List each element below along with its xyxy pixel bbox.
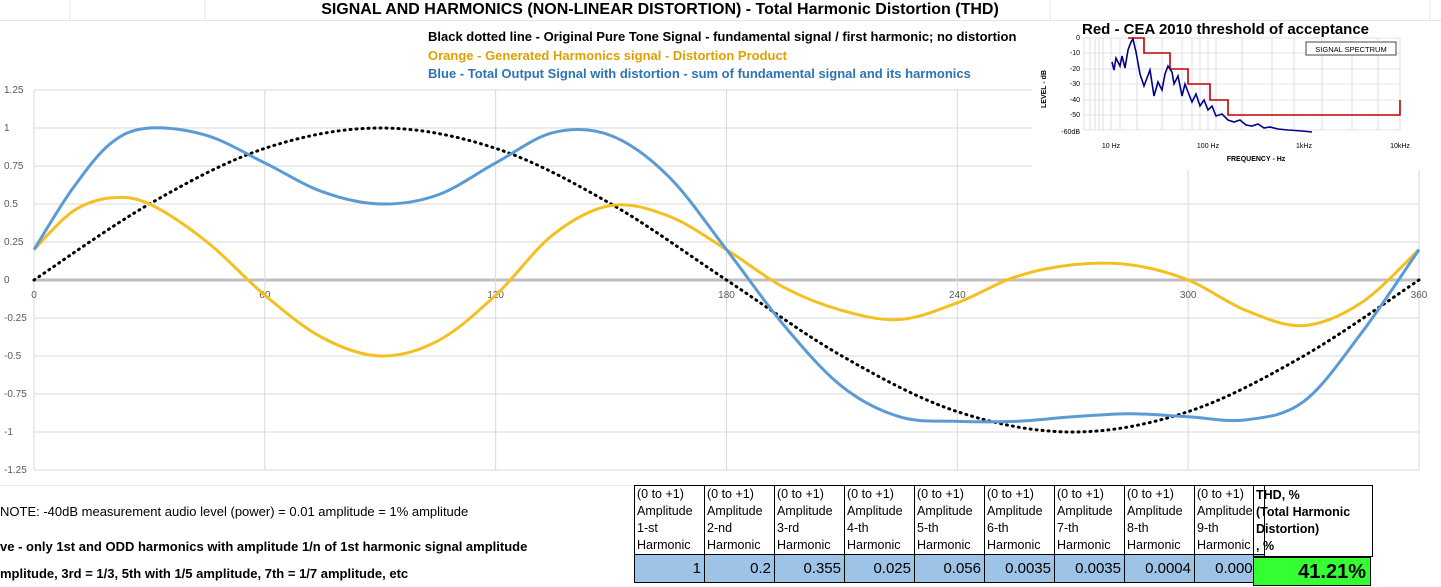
y-tick-label: 0.5	[4, 199, 18, 210]
spectrum-x-tick: 100 Hz	[1197, 143, 1220, 150]
header-cell: (0 to +1) Amplitude 3-rd Harmonic	[774, 485, 845, 555]
spectrum-x-tick: 10kHz	[1390, 143, 1410, 150]
y-tick-label: 1	[4, 123, 10, 134]
spectrum-x-tick: 10 Hz	[1102, 143, 1121, 150]
y-tick-label: -1	[4, 427, 13, 438]
x-tick-label: 180	[718, 290, 735, 301]
header-cell: (0 to +1) Amplitude 6-th Harmonic	[984, 485, 1055, 555]
harmonic-6-amplitude-cell[interactable]: 0.0035	[984, 554, 1055, 583]
header-cell: (0 to +1) Amplitude 5-th Harmonic	[914, 485, 985, 555]
spectrum-y-tick: -60dB	[1061, 129, 1080, 136]
harmonic-8-amplitude-cell[interactable]: 0.0004	[1124, 554, 1195, 583]
table-header-row: (0 to +1) Amplitude 1-st Harmonic (0 to +1)…	[634, 485, 1265, 555]
note-line-1: NOTE: -40dB measurement audio level (pow…	[0, 504, 469, 519]
thd-value[interactable]: 41.21%	[1253, 557, 1371, 586]
series-line-orange	[32, 195, 1421, 358]
thd-header: THD, % (Total Harmonic Distortion) , %	[1253, 485, 1373, 557]
y-tick-label: 0.75	[4, 161, 24, 172]
spectrum-y-axis-label: LEVEL - dB	[1041, 70, 1048, 108]
note-line-3: mplitude, 3rd = 1/3, 5th with 1/5 amplit…	[0, 566, 409, 581]
x-tick-label: 240	[949, 290, 966, 301]
spectrum-plot: SIGNAL SPECTRUM LEVEL - dB 0 -10 -20 -30…	[1041, 35, 1410, 163]
harmonic-1-amplitude-cell[interactable]: 1	[634, 554, 705, 583]
cea-threshold-line	[1128, 37, 1401, 116]
spectrum-box-label: SIGNAL SPECTRUM	[1315, 45, 1386, 54]
legend-orange: Orange - Generated Harmonics signal - Di…	[428, 48, 788, 63]
series-line-blue	[32, 126, 1421, 424]
harmonic-4-amplitude-cell[interactable]: 0.025	[844, 554, 915, 583]
spectrum-y-tick: -10	[1070, 50, 1080, 57]
cea-threshold-heading: Red - CEA 2010 threshold of acceptance	[1082, 21, 1370, 38]
y-tick-label: -0.75	[4, 389, 27, 400]
spectrum-y-tick: -50	[1070, 112, 1080, 119]
note-line-2: ve - only 1st and ODD harmonics with amp…	[0, 539, 528, 554]
header-cell: (0 to +1) Amplitude 1-st Harmonic	[634, 485, 705, 555]
harmonic-3-amplitude-cell[interactable]: 0.355	[774, 554, 845, 583]
page-title: SIGNAL AND HARMONICS (NON-LINEAR DISTORT…	[321, 1, 999, 18]
signal-spectrum-inset: SIGNAL SPECTRUM LEVEL - dB 0 -10 -20 -30…	[1032, 22, 1422, 170]
table-value-row: 1 0.2 0.355 0.025 0.056 0.0035 0.0035 0.…	[634, 554, 1265, 583]
y-tick-label: -0.25	[4, 313, 27, 324]
y-tick-label: 0.25	[4, 237, 24, 248]
x-tick-label: 0	[31, 290, 37, 301]
y-axis-tick-labels: 1.25 1 0.75 0.5 0.25 0 -0.25 -0.5 -0.75 -1 -1.25	[4, 85, 27, 476]
y-tick-label: 1.25	[4, 85, 24, 96]
spectrum-y-tick: -20	[1070, 66, 1080, 73]
header-cell: (0 to +1) Amplitude 7-th Harmonic	[1054, 485, 1125, 555]
spectrum-y-tick: -40	[1070, 97, 1080, 104]
x-tick-label: 300	[1180, 290, 1197, 301]
y-tick-label: -1.25	[4, 465, 27, 476]
spectrum-x-axis-label: FREQUENCY - Hz	[1227, 156, 1286, 163]
x-tick-label: 360	[1411, 290, 1428, 301]
measured-spectrum-line	[1111, 37, 1313, 133]
spectrum-x-tick: 1kHz	[1296, 143, 1312, 150]
y-tick-label: -0.5	[4, 351, 22, 362]
waveform-chart: 1.25 1 0.75 0.5 0.25 0 -0.25 -0.5 -0.75 -1 -1.25 0…	[4, 85, 1428, 476]
series-line-black	[32, 126, 1421, 434]
legend-black-dotted: Black dotted line - Original Pure Tone S…	[428, 29, 1017, 44]
harmonic-2-amplitude-cell[interactable]: 0.2	[704, 554, 775, 583]
spectrum-y-tick: -30	[1070, 81, 1080, 88]
spectrum-y-tick: 0	[1076, 35, 1080, 42]
header-cell: (0 to +1) Amplitude 8-th Harmonic	[1124, 485, 1195, 555]
legend-blue: Blue - Total Output Signal with distorti…	[428, 66, 971, 81]
y-tick-label: 0	[4, 275, 10, 286]
harmonic-7-amplitude-cell[interactable]: 0.0035	[1054, 554, 1125, 583]
harmonics-table: (0 to +1) Amplitude 1-st Harmonic (0 to +1)…	[634, 485, 1265, 583]
harmonic-5-amplitude-cell[interactable]: 0.056	[914, 554, 985, 583]
header-cell: (0 to +1) Amplitude 2-nd Harmonic	[704, 485, 775, 555]
chart-series	[32, 126, 1421, 434]
header-cell: (0 to +1) Amplitude 4-th Harmonic	[844, 485, 915, 555]
